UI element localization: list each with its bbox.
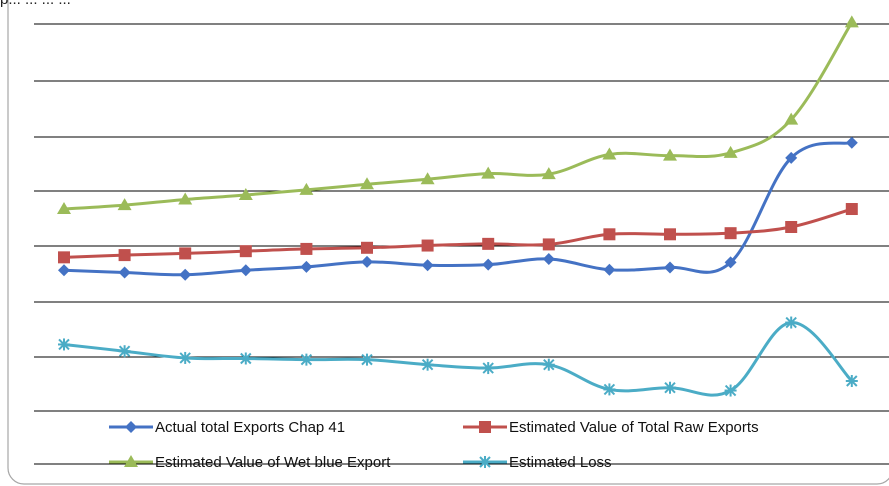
data-point [118,266,131,279]
data-point [421,239,434,252]
series-3 [58,316,858,397]
series-line [63,21,854,211]
legend-item: Actual total Exports Chap 41 [109,419,345,436]
data-point [118,249,131,262]
data-point [421,358,434,371]
chart-border [7,0,889,485]
data-point [361,353,373,366]
chart-frame: Actual total Exports Chap 41 Estimated Va… [4,0,889,485]
data-point [603,263,616,276]
legend-marker [479,421,491,433]
data-point [300,242,313,255]
series-layer [57,15,859,397]
data-point [360,177,374,190]
data-point [724,384,737,397]
data-point [178,192,193,205]
data-point [179,268,192,281]
data-point [58,338,70,351]
data-point [300,260,313,273]
data-point [239,264,252,277]
line-chart: Actual total Exports Chap 41 Estimated Va… [7,0,889,485]
data-point [785,151,798,164]
data-point [239,245,252,258]
data-point [58,264,70,277]
legend-item: Estimated Loss [463,454,612,471]
data-point [238,187,253,200]
data-point [58,251,70,264]
data-point [845,374,858,387]
data-point [361,255,373,268]
legend-label: Estimated Value of Wet blue Export [155,454,391,471]
data-point [117,198,132,211]
legend-marker [124,455,138,467]
data-point [664,261,676,274]
data-point [542,253,555,266]
legend-label: Actual total Exports Chap 41 [155,419,345,436]
data-point [542,238,555,251]
data-point [785,220,798,233]
data-point [179,351,192,364]
data-point [300,353,313,366]
data-point [785,316,798,329]
data-point [664,228,676,241]
data-point [603,383,616,396]
data-point [724,256,737,269]
data-point [421,259,434,272]
legend-label: Estimated Value of Total Raw Exports [509,419,759,436]
data-point [723,145,738,158]
series-1 [58,203,858,264]
legend-item: Estimated Value of Total Raw Exports [463,419,759,436]
data-point [420,172,435,185]
legend: Actual total Exports Chap 41 Estimated Va… [109,419,759,471]
data-point [118,345,131,358]
data-point [845,203,858,216]
data-point [844,15,859,28]
data-point [664,381,676,394]
data-point [482,237,495,250]
data-point [784,112,799,125]
data-point [724,227,737,240]
data-point [361,241,373,254]
data-point [845,136,858,149]
data-point [482,258,495,271]
data-point [602,147,617,160]
data-point [541,167,556,180]
data-point [542,358,555,371]
gridlines [34,23,889,465]
data-point [603,228,616,241]
series-2 [57,15,859,215]
data-point [179,247,192,260]
legend-item: Estimated Value of Wet blue Export [109,454,391,471]
series-line [63,141,853,277]
series-0 [58,136,858,281]
data-point [57,202,71,215]
data-point [482,362,495,375]
data-point [299,182,314,195]
legend-label: Estimated Loss [509,454,612,471]
legend-marker [125,421,137,433]
data-point [663,148,677,161]
data-point [239,352,252,365]
legend-marker [479,456,491,468]
data-point [481,166,496,179]
top-note: p... ... ... ... [0,0,71,8]
